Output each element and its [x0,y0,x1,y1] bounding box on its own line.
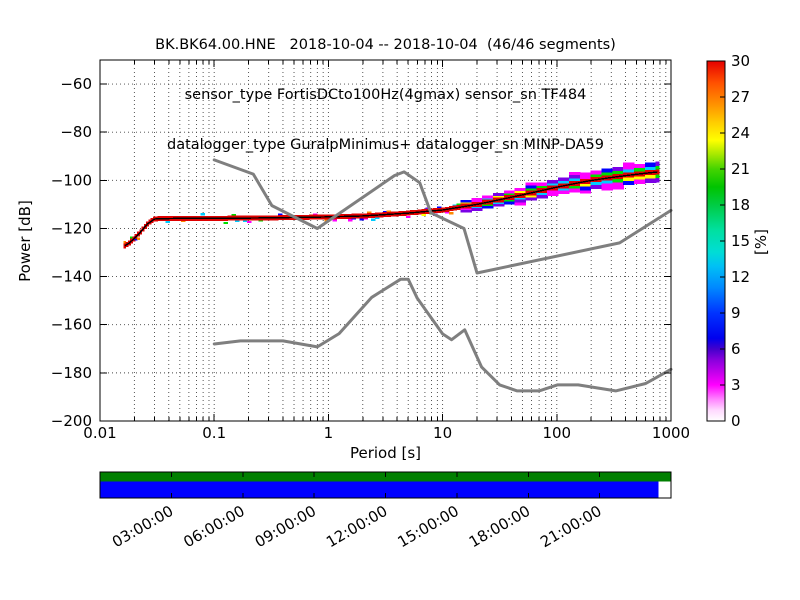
svg-text:100: 100 [542,424,571,442]
svg-text:10: 10 [433,424,452,442]
timeline-tick-label: 21:00:00 [537,502,604,551]
title-line-2: sensor_type FortisDCto100Hz(4gmax) senso… [184,86,587,103]
svg-text:15: 15 [731,232,750,250]
svg-text:21: 21 [731,160,750,178]
svg-text:−160: −160 [51,316,92,334]
svg-text:9: 9 [731,304,741,322]
title-line-1: BK.BK64.00.HNE 2018-10-04 -- 2018-10-04 … [155,36,616,53]
noise-model-high-curve [212,158,673,275]
svg-text:−120: −120 [51,219,92,237]
svg-text:−100: −100 [51,171,92,189]
ppsd-mode-line [124,171,658,247]
y-axis-label: Power [dB] [16,200,34,282]
svg-text:18: 18 [731,196,750,214]
timeline-gap [658,481,671,498]
svg-text:1: 1 [324,424,334,442]
timeline-tick-label: 09:00:00 [252,502,319,551]
ppsd-histogram-band [123,161,660,249]
colorbar-label: [%] [752,229,770,255]
svg-text:12: 12 [731,268,750,286]
timeline-tick-label: 15:00:00 [395,502,462,551]
svg-text:−60: −60 [60,75,92,93]
timeline-tick-label: 06:00:00 [180,502,247,551]
timeline-tick-label: 03:00:00 [109,502,176,551]
svg-text:24: 24 [731,124,750,142]
timeline-coverage-bar: 03:00:00 06:00:00 09:00:00 12:00:00 15:00:00… [99,471,672,551]
tick-labels: 0.01 0.1 1 10 100 1000 −60 −80 −100 −120 −140 −160 −… [51,75,690,442]
axis-ticks [99,60,672,422]
svg-text:1000: 1000 [652,424,690,442]
svg-text:−140: −140 [51,268,92,286]
svg-text:3: 3 [731,376,741,394]
svg-text:−200: −200 [51,412,92,430]
noise-model-low-curve [212,277,673,393]
svg-text:−80: −80 [60,123,92,141]
colorbar: 0 3 6 9 12 15 18 21 24 27 30 [706,52,750,430]
axes-frame [99,59,672,422]
figure-title: BK.BK64.00.HNE 2018-10-04 -- 2018-10-04 … [0,3,771,188]
svg-text:6: 6 [731,340,741,358]
title-line-3: datalogger_type GuralpMinimus+ datalogge… [166,137,605,154]
timeline-tick-label: 18:00:00 [466,502,533,551]
timeline-tick-label: 12:00:00 [323,502,390,551]
svg-text:−180: −180 [51,364,92,382]
svg-text:0.01: 0.01 [83,424,116,442]
svg-text:0: 0 [731,412,741,430]
grid-lines [100,60,671,421]
svg-text:30: 30 [731,52,750,70]
svg-text:27: 27 [731,88,750,106]
svg-text:0.1: 0.1 [202,424,226,442]
x-axis-label: Period [s] [349,444,422,462]
